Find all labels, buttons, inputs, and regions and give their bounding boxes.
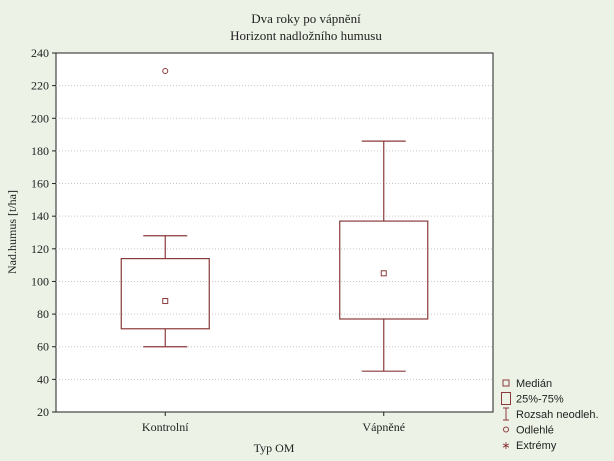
y-tick-label: 100	[31, 274, 49, 288]
legend-symbol-box	[501, 392, 511, 405]
grid-lines	[56, 85, 493, 380]
y-tick-label: 140	[31, 209, 49, 223]
y-tick-label: 200	[31, 111, 49, 125]
chart-title: Dva roky po vápnění	[251, 11, 361, 26]
y-tick-label: 180	[31, 144, 49, 158]
y-axis: 20 40 60 80 100 120 140 160 180 200 220 240	[31, 46, 56, 419]
legend-item: ∗ Extrémy	[501, 439, 556, 452]
y-axis-title: Nad.humus [t/ha]	[5, 190, 19, 274]
median-marker	[380, 270, 387, 277]
chart-subtitle: Horizont nadložního humusu	[230, 28, 382, 43]
legend-label: Odlehlé	[516, 425, 554, 437]
legend-item: Medián	[502, 378, 552, 390]
legend: Medián 25%-75% Rozsah neodleh. Odlehlé ∗ Extr…	[501, 378, 599, 452]
iqr-box	[339, 220, 429, 320]
legend-symbol-extreme-star: ∗	[501, 439, 510, 452]
x-axis-title: Typ OM	[254, 441, 295, 455]
plot-area	[55, 52, 494, 413]
y-tick-label: 60	[37, 340, 49, 354]
legend-item: Rozsah neodleh.	[503, 407, 599, 421]
x-tick-label: Vápněné	[362, 420, 405, 434]
legend-label: Medián	[516, 378, 552, 390]
outlier-point	[162, 67, 169, 74]
y-tick-label: 160	[31, 177, 49, 191]
box-plot	[120, 67, 210, 348]
y-tick-label: 120	[31, 242, 49, 256]
box-plot	[339, 140, 429, 372]
x-axis: Kontrolní Vápněné	[142, 412, 405, 434]
y-tick-label: 240	[31, 46, 49, 60]
x-tick-label: Kontrolní	[142, 420, 189, 434]
legend-label: Extrémy	[516, 440, 557, 452]
iqr-box	[120, 258, 210, 330]
legend-symbol-outlier	[503, 426, 509, 433]
legend-label: Rozsah neodleh.	[516, 409, 599, 421]
y-tick-label: 80	[37, 307, 49, 321]
legend-symbol-median	[502, 379, 510, 387]
box-plots	[120, 67, 429, 372]
y-tick-label: 40	[37, 372, 49, 386]
median-marker	[162, 298, 169, 305]
legend-item: Odlehlé	[503, 425, 554, 437]
y-tick-label: 20	[37, 405, 49, 419]
legend-label: 25%-75%	[516, 394, 564, 406]
y-tick-label: 220	[31, 79, 49, 93]
legend-item: 25%-75%	[501, 392, 564, 406]
